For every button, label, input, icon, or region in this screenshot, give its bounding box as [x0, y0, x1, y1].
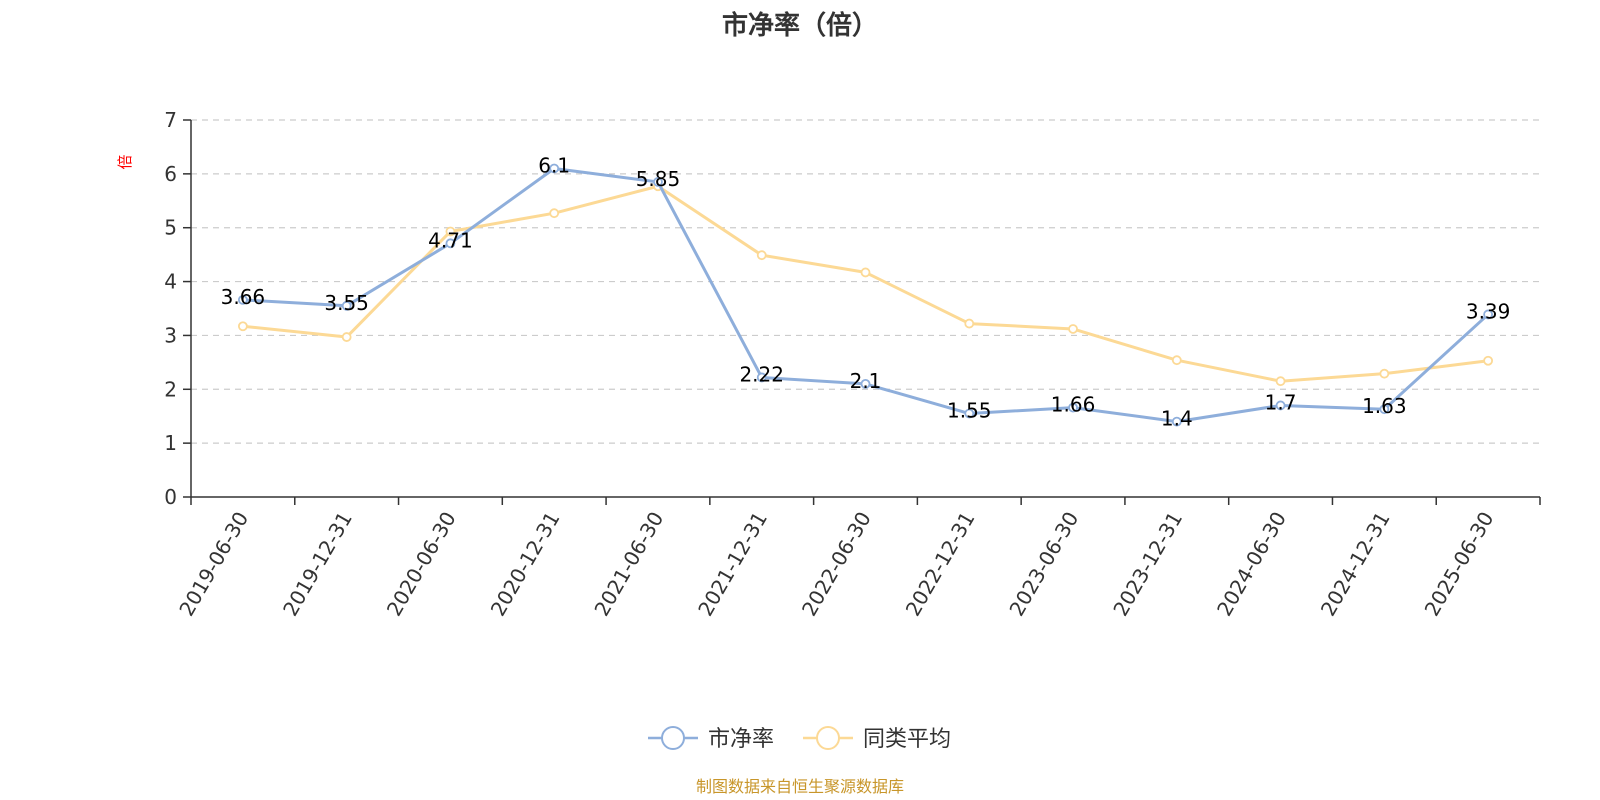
data-label: 1.66 — [1051, 393, 1096, 417]
y-tick-label: 2 — [164, 377, 177, 401]
x-tick-label: 2021-06-30 — [589, 508, 668, 621]
series-point-1 — [445, 226, 456, 237]
y-axis-label: 倍 — [116, 154, 134, 169]
y-tick-label: 1 — [164, 431, 177, 455]
grid-layer — [191, 119, 1540, 444]
series-point-0 — [549, 163, 560, 174]
data-label: 4.71 — [428, 228, 473, 252]
series-point-0 — [756, 372, 767, 383]
series-point-0 — [1275, 400, 1286, 411]
series-point-1 — [549, 208, 560, 219]
data-label: 3.39 — [1466, 299, 1511, 323]
x-tick-label: 2020-12-31 — [486, 508, 565, 621]
series-point-1 — [756, 250, 767, 261]
y-tick-label: 3 — [164, 323, 177, 347]
legend-label: 同类平均 — [863, 727, 951, 752]
series-point-0 — [1068, 402, 1078, 413]
series-point-0 — [1483, 309, 1494, 320]
data-label: 2.1 — [850, 369, 882, 393]
x-tick-label: 2025-06-30 — [1420, 508, 1499, 621]
series-line-1 — [242, 184, 1489, 383]
data-label: 1.55 — [947, 399, 992, 423]
x-tick-label: 2023-12-31 — [1108, 508, 1187, 621]
x-tick-label: 2022-06-30 — [797, 508, 876, 621]
legend-circle-icon — [661, 726, 685, 750]
series-point-1 — [1379, 368, 1390, 379]
series-point-0 — [445, 238, 456, 249]
x-tick-label: 2024-12-31 — [1316, 508, 1395, 621]
data-label: 3.66 — [221, 285, 266, 309]
series-point-1 — [860, 267, 871, 278]
x-tick-label: 2023-06-30 — [1004, 508, 1083, 621]
legend-item-0[interactable]: 市净率 — [648, 726, 774, 752]
y-tick-label: 4 — [164, 270, 177, 294]
source-note: 制图数据来自恒生聚源数据库 — [696, 777, 904, 796]
x-tick-label: 2022-12-31 — [901, 508, 980, 621]
data-label: 3.55 — [324, 291, 369, 315]
series-point-1 — [341, 332, 352, 342]
y-tick-label: 0 — [164, 485, 177, 509]
series-point-1 — [237, 321, 248, 332]
series-point-1 — [1068, 324, 1078, 334]
y-tick-label: 6 — [164, 162, 177, 186]
series-layer — [237, 163, 1494, 427]
data-label: 1.63 — [1362, 394, 1407, 418]
series-point-0 — [1379, 404, 1390, 415]
x-tick-label: 2020-06-30 — [382, 508, 461, 621]
series-point-1 — [964, 318, 975, 329]
x-tick-label: 2019-12-31 — [278, 508, 357, 621]
x-tick-label: 2021-12-31 — [693, 508, 772, 621]
legend-item-1[interactable]: 同类平均 — [803, 726, 951, 752]
legend-label: 市净率 — [708, 727, 774, 752]
series-point-1 — [1483, 355, 1494, 366]
data-label: 5.85 — [636, 167, 681, 191]
chart-title: 市净率（倍） — [722, 10, 878, 41]
data-label: 6.1 — [538, 153, 570, 177]
x-tick-label: 2024-06-30 — [1212, 508, 1291, 621]
data-label: 1.4 — [1161, 407, 1193, 431]
series-point-0 — [1171, 416, 1182, 427]
series-point-0 — [341, 300, 352, 311]
axis-layer: 0 1 2 3 4 5 6 7 2019-06-30 2019-12-31 2020-06-30 20… — [164, 108, 1541, 621]
series-point-0 — [964, 408, 975, 419]
y-tick-label: 7 — [164, 108, 177, 132]
series-point-1 — [1171, 355, 1182, 366]
y-tick-label: 5 — [164, 216, 177, 240]
data-label: 2.22 — [739, 362, 784, 386]
legend: 市净率 同类平均 — [648, 726, 951, 752]
series-point-0 — [237, 294, 248, 305]
series-point-0 — [860, 378, 871, 389]
data-label: 1.7 — [1265, 390, 1297, 414]
series-point-0 — [653, 177, 663, 187]
legend-circle-icon — [816, 726, 840, 750]
x-tick-label: 2019-06-30 — [174, 508, 253, 621]
data-label-layer: 3.66 3.55 4.71 6.1 5.85 2.22 2.1 1.55 1.66 1.4 1.7… — [221, 153, 1511, 430]
series-point-1 — [1275, 376, 1286, 387]
